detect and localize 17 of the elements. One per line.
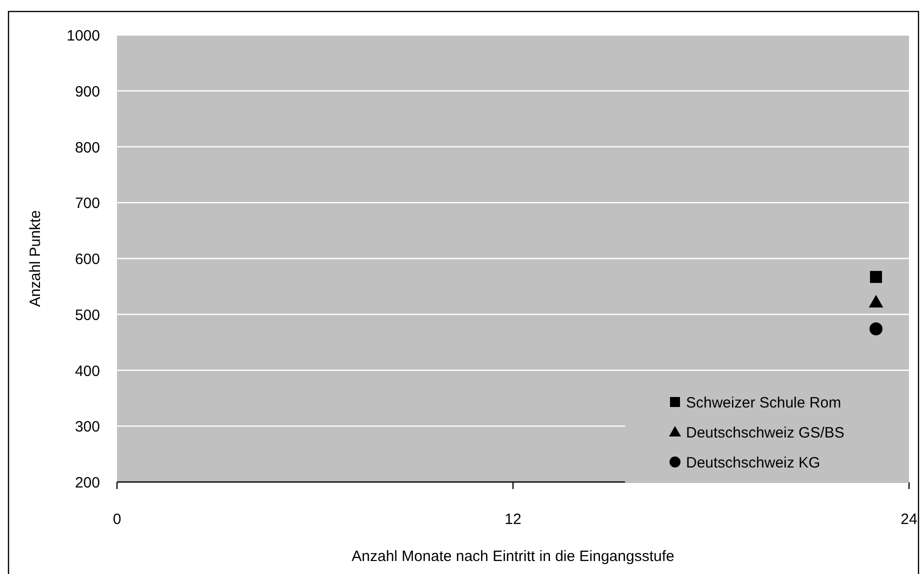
y-tick-label: 700 <box>74 195 100 212</box>
y-tick-label: 800 <box>74 139 100 156</box>
x-axis-title: Anzahl Monate nach Eintritt in die Eingangsstufe <box>352 548 674 565</box>
x-tick-label: 0 <box>112 511 122 528</box>
y-tick-label: 200 <box>74 474 100 492</box>
legend-label: Deutschschweiz GS/BS <box>686 424 844 442</box>
y-axis-title: Anzahl Punkte <box>27 210 44 307</box>
y-tick-label: 500 <box>74 306 100 324</box>
x-tick-label: 24 <box>900 511 918 528</box>
y-tick-label: 1000 <box>66 28 100 44</box>
legend-label: Deutschschweiz KG <box>686 454 820 472</box>
x-tick-label: 12 <box>504 511 522 528</box>
y-tick-label: 400 <box>74 362 100 380</box>
y-tick-label: 600 <box>74 251 100 268</box>
legend-label: Schweizer Schule Rom <box>686 394 842 412</box>
y-tick-label: 300 <box>74 418 100 436</box>
y-tick-label: 900 <box>74 83 100 100</box>
